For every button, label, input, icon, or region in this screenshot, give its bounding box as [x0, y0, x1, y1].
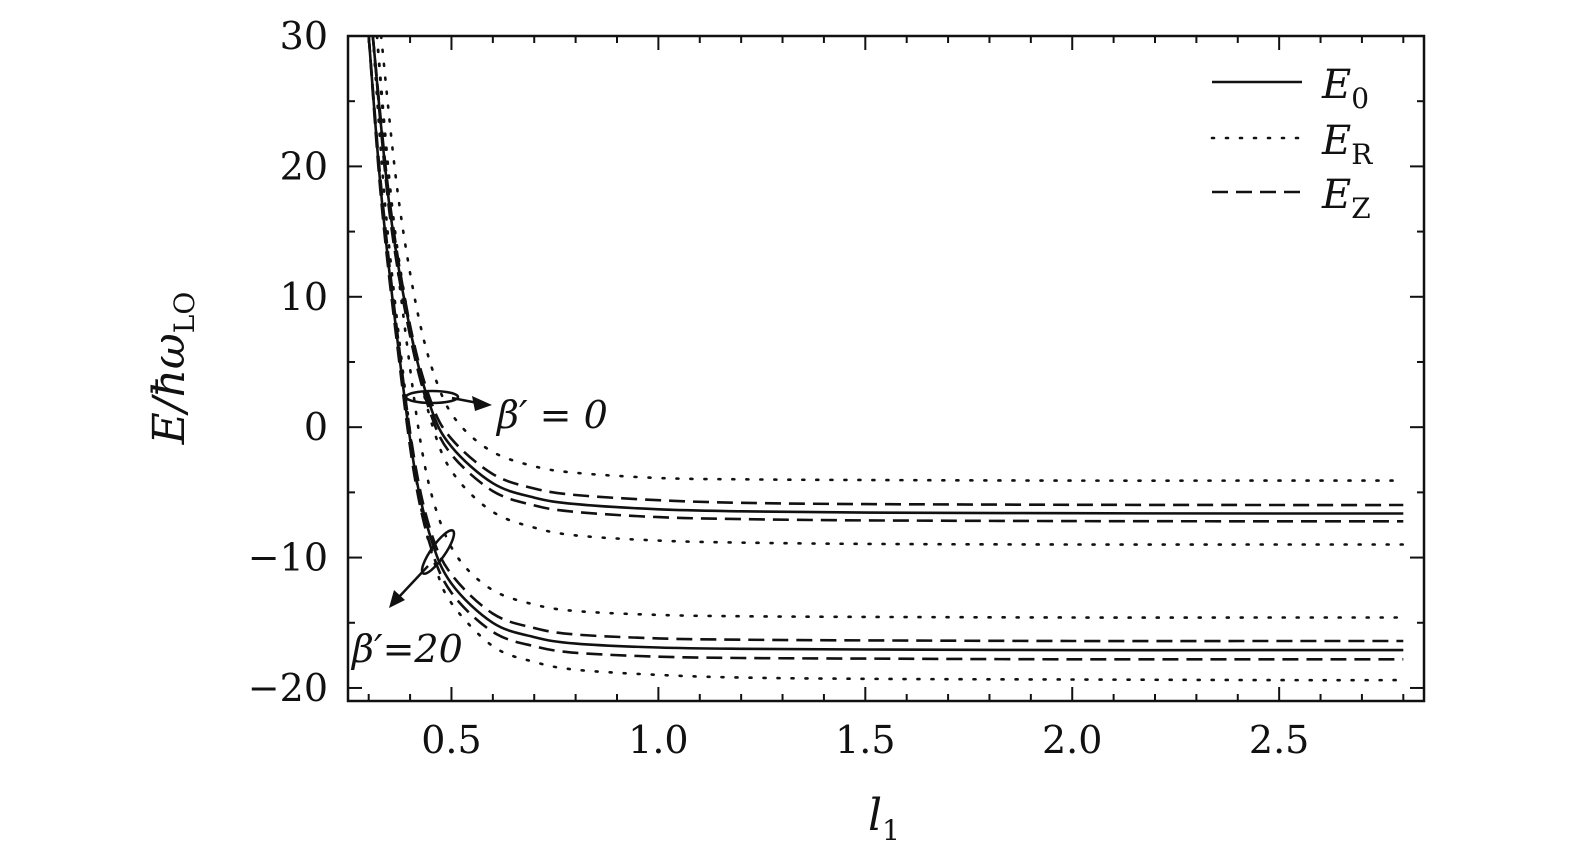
annotation-beta-20: β′=20 — [350, 529, 463, 671]
annotation-ellipse-beta-0 — [404, 389, 460, 405]
y-tick-label: −20 — [248, 666, 328, 710]
annotation-arrow-beta-20 — [397, 565, 429, 599]
plot-frame — [346, 34, 1426, 703]
x-axis-title: l1 — [868, 790, 900, 847]
annotation-label-beta-20: β′=20 — [350, 627, 463, 671]
x-tick-label: 0.5 — [421, 718, 481, 762]
series-line-dashed-2 — [371, 36, 1404, 523]
legend-label-ez: EZ — [1321, 172, 1371, 225]
y-tick-label: 0 — [304, 405, 328, 449]
series-layer — [367, 36, 1405, 682]
x-tick-label: 1.5 — [835, 718, 895, 762]
annotation-beta-0: β′ = 0 — [404, 389, 608, 437]
y-tick-label: 20 — [280, 144, 328, 188]
x-tick-label: 2.5 — [1249, 718, 1309, 762]
annotation-ellipse-beta-20 — [420, 529, 456, 575]
legend-label-e0: E0 — [1321, 62, 1369, 115]
annotation-label-beta-0: β′ = 0 — [495, 393, 608, 437]
arrowhead-beta-20 — [389, 590, 405, 608]
legend: E0 ER EZ — [1210, 62, 1373, 225]
series-line-dashed-6 — [367, 36, 1404, 643]
series-line-dashed-1 — [371, 36, 1404, 507]
arrowhead-beta-0 — [472, 396, 492, 411]
series-line-dashed-7 — [367, 36, 1404, 661]
series-line-dotted-8 — [375, 36, 1405, 619]
series-line-solid-0 — [371, 36, 1404, 515]
y-axis-title: E/ħωLO — [144, 292, 201, 446]
x-tick-label: 1.0 — [628, 718, 688, 762]
y-tick-label: −10 — [248, 536, 328, 580]
tick-layer: 0.5 1.0 1.5 2.0 2.5 −20 −10 0 10 20 30 — [248, 14, 1424, 762]
series-line-solid-5 — [367, 36, 1404, 652]
x-tick-label: 2.0 — [1042, 718, 1102, 762]
series-line-dotted-3 — [379, 36, 1405, 482]
series-line-dotted-4 — [375, 36, 1405, 546]
series-line-dotted-9 — [371, 36, 1405, 682]
legend-label-er: ER — [1321, 118, 1373, 171]
y-tick-label: 30 — [280, 14, 328, 58]
y-tick-label: 10 — [280, 275, 328, 319]
